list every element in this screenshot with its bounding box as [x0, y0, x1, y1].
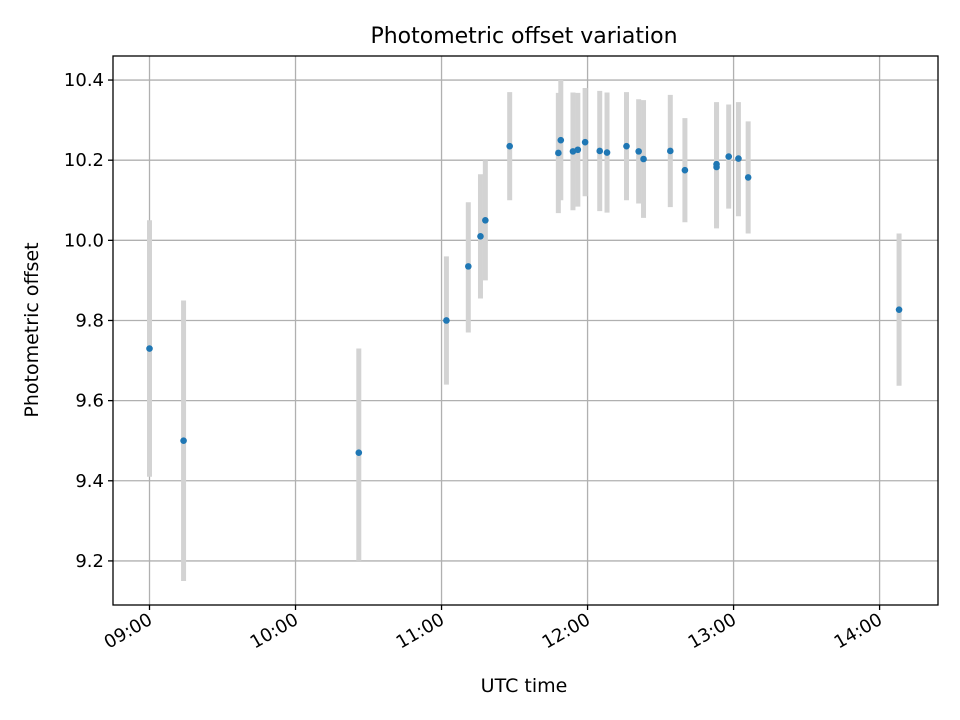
- data-point: [555, 149, 562, 157]
- data-point: [713, 163, 720, 171]
- y-tick-label: 10.4: [64, 70, 104, 91]
- data-point: [574, 146, 582, 154]
- data-point: [443, 317, 450, 324]
- y-tick-label: 10.2: [64, 150, 104, 171]
- data-point: [667, 147, 674, 155]
- data-point: [725, 153, 733, 160]
- y-tick-label: 9.6: [75, 391, 104, 412]
- data-point: [581, 138, 589, 146]
- data-point: [603, 149, 611, 156]
- y-tick-label: 10.0: [64, 230, 104, 251]
- data-point: [557, 136, 565, 144]
- y-tick-label: 9.8: [75, 310, 104, 331]
- chart-title: Photometric offset variation: [370, 24, 677, 49]
- data-point: [180, 437, 187, 445]
- grid-layer: [113, 56, 938, 605]
- data-point: [506, 142, 513, 150]
- data-point: [895, 306, 903, 313]
- data-point: [744, 174, 752, 181]
- data-point: [635, 148, 642, 155]
- data-point: [465, 263, 472, 270]
- point-layer: [146, 136, 903, 457]
- plot-frame: [112, 55, 939, 606]
- data-point: [681, 166, 689, 174]
- data-point: [146, 345, 153, 352]
- y-axis-label: Photometric offset: [21, 242, 43, 417]
- data-point: [482, 216, 489, 224]
- data-point: [477, 233, 484, 240]
- data-point: [735, 155, 742, 162]
- x-axis-label: UTC time: [481, 675, 568, 697]
- y-tick-label: 9.2: [75, 551, 104, 572]
- data-point: [355, 449, 363, 457]
- axis-layer: 9.29.49.69.810.010.210.409:00 10:00 11:00 1…: [64, 55, 939, 653]
- data-point: [596, 147, 604, 155]
- data-point: [640, 155, 647, 163]
- data-point: [623, 142, 630, 150]
- y-tick-label: 9.4: [75, 471, 104, 492]
